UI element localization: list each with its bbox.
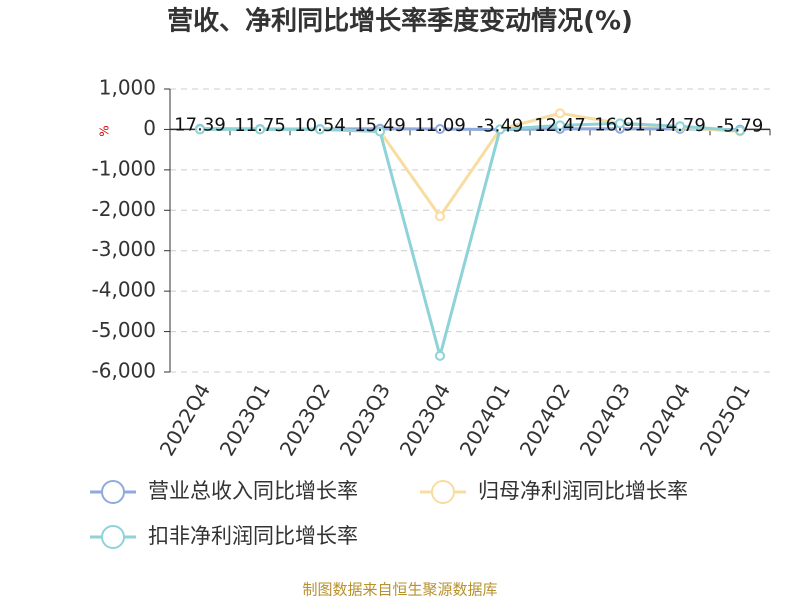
series-marker bbox=[495, 124, 505, 135]
legend-marker bbox=[431, 480, 455, 504]
source-note: 制图数据来自恒生聚源数据库 bbox=[302, 581, 497, 599]
data-label: 10.54 bbox=[294, 115, 346, 136]
y-tick-label: -1,000 bbox=[92, 156, 156, 180]
data-label: 14.79 bbox=[654, 115, 706, 136]
data-label: 12.47 bbox=[534, 115, 586, 136]
legend-marker bbox=[101, 525, 125, 549]
data-label: 11.75 bbox=[234, 115, 286, 136]
y-tick-label: 1,000 bbox=[99, 76, 156, 100]
y-tick-label: -4,000 bbox=[92, 278, 156, 302]
series-marker bbox=[615, 118, 625, 129]
y-tick-label: 0 bbox=[143, 116, 156, 140]
x-tick-label: 2022Q4 bbox=[155, 379, 215, 460]
y-tick-label: -2,000 bbox=[92, 197, 156, 221]
y-axis-label: % bbox=[98, 125, 112, 136]
data-label: -5.79 bbox=[717, 116, 764, 137]
data-label: -3.49 bbox=[477, 116, 524, 137]
x-tick-label: 2023Q4 bbox=[395, 379, 455, 460]
series-marker bbox=[315, 124, 325, 135]
series-marker bbox=[195, 124, 205, 135]
series-marker bbox=[735, 125, 745, 136]
x-tick-label: 2023Q1 bbox=[215, 379, 275, 460]
series-marker bbox=[555, 120, 565, 131]
series-marker bbox=[375, 126, 385, 137]
series-marker bbox=[675, 121, 685, 132]
x-tick-label: 2024Q2 bbox=[515, 379, 575, 460]
chart-title: 营收、净利同比增长率季度变动情况(%) bbox=[167, 6, 633, 37]
legend-label: 归母净利润同比增长率 bbox=[478, 479, 688, 503]
data-label: 17.39 bbox=[174, 115, 226, 136]
y-tick-label: -6,000 bbox=[92, 359, 156, 383]
series-marker bbox=[435, 211, 445, 222]
series-marker bbox=[255, 124, 265, 135]
series-marker bbox=[435, 123, 445, 134]
data-label: 16.91 bbox=[594, 115, 646, 136]
data-label: 11.09 bbox=[414, 115, 466, 136]
y-tick-label: -3,000 bbox=[92, 237, 156, 261]
series-line bbox=[200, 121, 741, 362]
series-marker bbox=[435, 350, 445, 361]
x-tick-label: 2023Q3 bbox=[335, 379, 395, 460]
x-tick-label: 2025Q1 bbox=[695, 379, 755, 460]
x-tick-label: 2024Q4 bbox=[635, 379, 695, 460]
x-tick-label: 2023Q2 bbox=[275, 379, 335, 460]
y-tick-label: -5,000 bbox=[92, 318, 156, 342]
legend-label: 营业总收入同比增长率 bbox=[148, 479, 358, 503]
x-tick-label: 2024Q1 bbox=[455, 379, 515, 460]
legend-label: 扣非净利润同比增长率 bbox=[148, 524, 358, 548]
data-label: 15.49 bbox=[354, 115, 406, 136]
series-marker bbox=[555, 108, 565, 119]
legend-marker bbox=[101, 480, 125, 504]
x-tick-label: 2024Q3 bbox=[575, 379, 635, 460]
